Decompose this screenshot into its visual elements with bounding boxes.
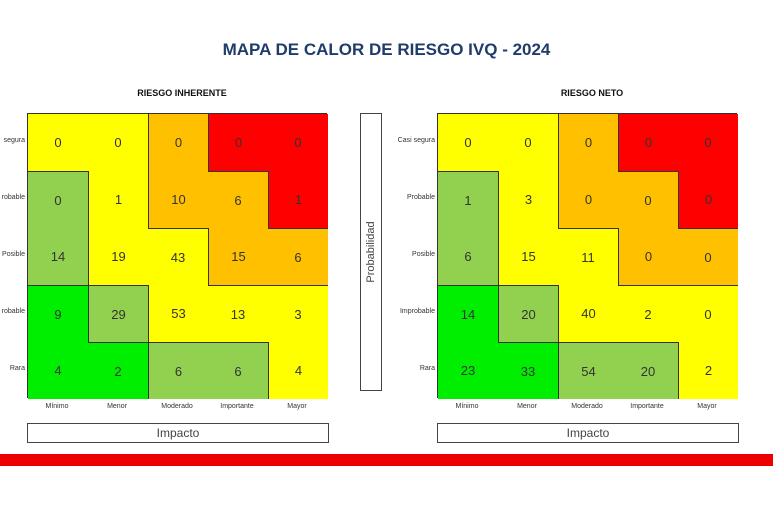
heatmap-cell: 6	[438, 228, 498, 285]
heatmap-cell: 53	[148, 285, 208, 342]
heatmap-cell: 40	[558, 285, 618, 342]
heatmap-cell: 0	[558, 171, 618, 228]
heatmap-cell: 0	[618, 171, 678, 228]
heatmap-cell: 0	[28, 114, 88, 171]
heatmap-cell: 0	[498, 114, 558, 171]
y-tick-label: Rara	[419, 364, 435, 372]
x-axis-title-box: Impacto	[27, 423, 329, 443]
heatmap-title: RIESGO INHERENTE	[137, 88, 227, 98]
heatmap-cell: 1	[438, 171, 498, 228]
heatmap-cell: 14	[438, 285, 498, 342]
x-tick-label: Mínimo	[455, 403, 479, 410]
heatmap-cell: 0	[618, 114, 678, 171]
heatmap-cell: 2	[618, 285, 678, 342]
heatmap-cell: 0	[28, 171, 88, 228]
x-tick-label: Mayor	[697, 403, 717, 410]
heatmap-cell: 20	[498, 285, 558, 342]
heatmap-cell: 6	[208, 171, 268, 228]
y-tick-label: Posible	[2, 250, 25, 258]
y-tick-label: robable	[1, 307, 25, 315]
heatmap-cell: 15	[208, 228, 268, 285]
y-tick-label: Posible	[412, 250, 435, 258]
x-tick-label: Mayor	[287, 403, 307, 410]
heatmap-cell: 6	[148, 342, 208, 399]
x-tick-label: Moderado	[161, 403, 193, 410]
heatmap-cell: 43	[148, 228, 208, 285]
x-tick-label: Mínimo	[45, 403, 69, 410]
x-axis-title-box: Impacto	[437, 423, 739, 443]
heatmap-riesgo-neto: RIESGO NETO 0 0 0 0 0 1 3 0 0 0 6 15 11 0 0 14 20 40 2 0 23 3…	[398, 88, 747, 448]
x-tick-label: Importante	[220, 403, 254, 410]
heatmap-cell: 4	[28, 342, 88, 399]
y-tick-label: Casi segura	[397, 136, 435, 144]
heatmap-cell: 10	[148, 171, 208, 228]
heatmap-cell: 2	[88, 342, 148, 399]
heatmap-cell: 14	[28, 228, 88, 285]
heatmap-cell: 1	[88, 171, 148, 228]
heatmap-cell: 0	[678, 171, 738, 228]
heatmap-cell: 0	[558, 114, 618, 171]
heatmap-cell: 23	[438, 342, 498, 399]
heatmap-cell: 11	[558, 228, 618, 285]
heatmap-cell: 0	[618, 228, 678, 285]
heatmap-riesgo-inherente: RIESGO INHERENTE 0 0 0 0 0 0 1 10 6 1 14 19 43 15 6 9 29…	[2, 88, 337, 448]
y-tick-label: segura	[3, 136, 25, 144]
heatmap-cell: 2	[678, 342, 738, 399]
heatmap-cell: 0	[88, 114, 148, 171]
heatmap-cell: 4	[268, 342, 328, 399]
footer-bar	[0, 454, 773, 466]
heatmap-cell: 54	[558, 342, 618, 399]
x-axis-title: Impacto	[156, 426, 200, 440]
y-tick-label: robable	[1, 193, 25, 201]
heatmap-cell: 3	[268, 285, 328, 342]
heatmap-cell: 0	[678, 285, 738, 342]
heatmap-cell: 0	[678, 228, 738, 285]
x-axis-title: Impacto	[566, 426, 610, 440]
heatmap-cell: 29	[88, 285, 148, 342]
heatmap-cell: 6	[268, 228, 328, 285]
heatmap-cell: 33	[498, 342, 558, 399]
y-axis-title-box: Probabilidad	[360, 113, 382, 391]
y-tick-label: Improbable	[399, 307, 435, 315]
heatmap-title: RIESGO NETO	[560, 88, 624, 98]
heatmap-cell: 3	[498, 171, 558, 228]
y-tick-label: Probable	[406, 193, 435, 201]
heatmap-cell: 9	[28, 285, 88, 342]
page-title: MAPA DE CALOR DE RIESGO IVQ - 2024	[222, 40, 551, 59]
x-tick-label: Importante	[630, 403, 664, 410]
y-tick-label: Rara	[9, 364, 25, 372]
heatmap-cell: 19	[88, 228, 148, 285]
heatmap-cell: 13	[208, 285, 268, 342]
heatmap-cell: 6	[208, 342, 268, 399]
x-tick-label: Menor	[107, 403, 127, 410]
heatmap-grid: 0 0 0 0 0 0 1 10 6 1 14 19 43 15 6 9 29 53 13 3 4 2 6 6 4	[27, 113, 328, 399]
heatmap-cell: 20	[618, 342, 678, 399]
x-tick-label: Moderado	[571, 403, 603, 410]
heatmap-cell: 0	[678, 114, 738, 171]
heatmap-cell: 1	[268, 171, 328, 228]
heatmap-cell: 0	[438, 114, 498, 171]
heatmap-cell: 0	[268, 114, 328, 171]
heatmap-cell: 15	[498, 228, 558, 285]
heatmap-cell: 0	[148, 114, 208, 171]
x-tick-label: Menor	[517, 403, 537, 410]
y-axis-title: Probabilidad	[365, 221, 377, 283]
heatmap-grid: 0 0 0 0 0 1 3 0 0 0 6 15 11 0 0 14 20 40 2 0 23 33 54 20 2	[437, 113, 738, 399]
heatmap-cell: 0	[208, 114, 268, 171]
